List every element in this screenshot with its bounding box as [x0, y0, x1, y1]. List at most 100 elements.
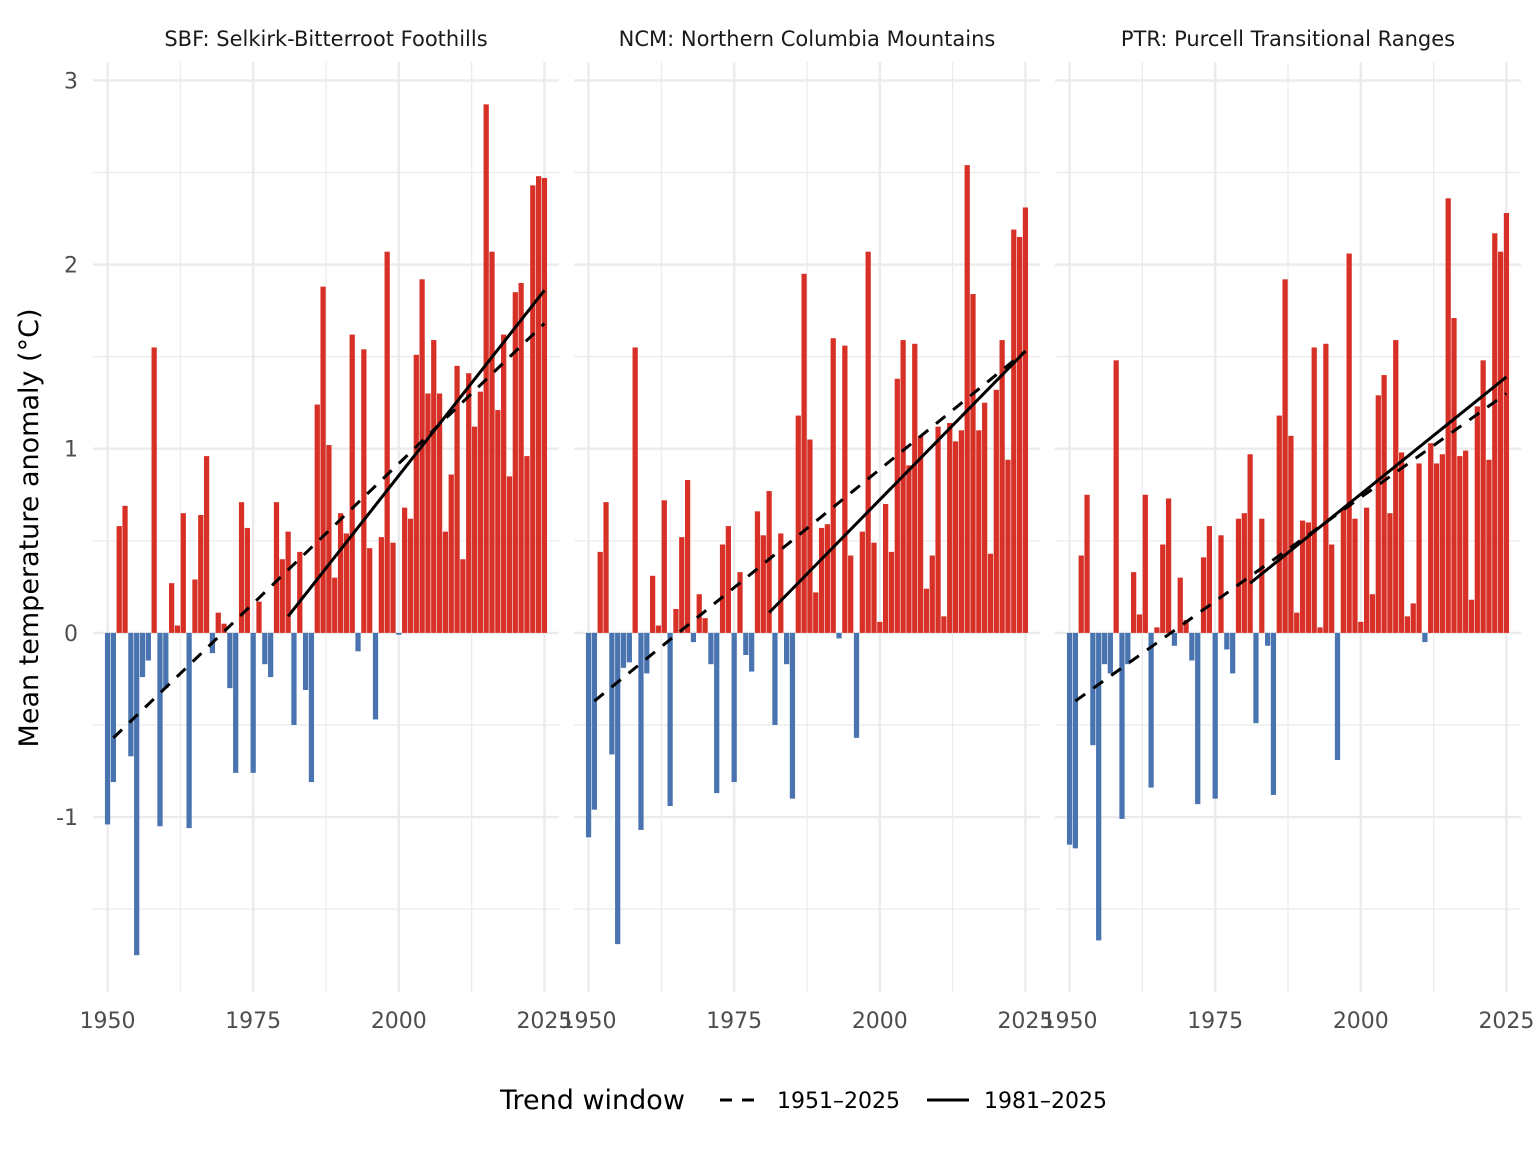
bar-ptr-1966	[1160, 544, 1166, 633]
x-tick-label-ncm: 2000	[852, 1009, 908, 1034]
bar-ptr-1958	[1113, 360, 1119, 633]
bar-sbf-1984	[302, 632, 309, 690]
bar-ptr-1991	[1305, 522, 1312, 633]
legend-title: Trend window	[499, 1085, 685, 1116]
bar-ncm-1996	[853, 632, 860, 738]
bar-ptr-2000	[1358, 621, 1364, 633]
bar-ncm-1955	[615, 632, 621, 945]
bar-ncm-1956	[620, 632, 627, 668]
bar-sbf-2012	[466, 373, 472, 633]
trend-line-solid-sbf	[286, 289, 546, 618]
bar-sbf-1990	[337, 513, 344, 633]
bar-sbf-1951	[110, 632, 117, 783]
bar-sbf-1960	[163, 632, 169, 689]
bar-ncm-2006	[912, 343, 918, 633]
bars-sbf	[104, 104, 548, 956]
bar-sbf-1975	[250, 632, 256, 773]
bars-ncm	[585, 165, 1029, 945]
bar-ptr-1980	[1241, 513, 1247, 633]
bar-ptr-1976	[1218, 535, 1224, 633]
bar-ncm-1975	[731, 632, 737, 783]
bar-ptr-2022	[1486, 459, 1492, 633]
bar-ncm-2012	[947, 422, 953, 633]
bar-sbf-1956	[139, 632, 146, 678]
bar-ncm-1997	[859, 531, 865, 633]
bar-ptr-2004	[1381, 375, 1387, 633]
bar-ptr-1959	[1119, 632, 1125, 819]
bar-ncm-1994	[842, 345, 848, 633]
bar-ncm-2002	[888, 551, 895, 633]
bar-ptr-1982	[1253, 632, 1259, 724]
bar-sbf-2023	[530, 185, 536, 633]
bar-sbf-1997	[378, 537, 384, 633]
bar-ncm-2008	[923, 588, 930, 633]
bar-sbf-1979	[273, 502, 280, 633]
bar-ncm-2022	[1005, 459, 1011, 633]
bar-ptr-2014	[1439, 454, 1445, 633]
bar-ncm-1970	[702, 618, 708, 633]
bar-ptr-1963	[1142, 494, 1148, 633]
bar-ncm-2023	[1011, 229, 1017, 633]
bar-sbf-1962	[174, 625, 181, 633]
bar-ptr-2017	[1457, 456, 1463, 633]
bar-sbf-2011	[460, 559, 466, 633]
bar-ptr-1974	[1206, 526, 1212, 633]
bar-sbf-1965	[192, 579, 198, 633]
bar-ncm-1983	[778, 533, 784, 633]
bar-sbf-1958	[151, 347, 157, 633]
bar-ncm-1973	[719, 544, 726, 633]
trend-line-dashed-sbf	[112, 322, 546, 739]
x-tick-label-sbf: 2025	[516, 1009, 572, 1034]
bar-ptr-1979	[1235, 518, 1242, 633]
bar-ptr-2018	[1463, 450, 1469, 633]
bar-sbf-1953	[122, 505, 128, 633]
bar-ptr-1984	[1264, 632, 1271, 646]
bar-sbf-1982	[291, 632, 297, 725]
bar-ptr-1960	[1125, 632, 1131, 665]
bar-sbf-1970	[221, 623, 227, 633]
panels-layer: SBF: Selkirk-Bitterroot Foothills 1950 197…	[56, 27, 1534, 1034]
trend-line-solid-ncm	[768, 350, 1027, 614]
bar-ncm-1957	[626, 632, 632, 663]
x-tick-label-ptr: 1975	[1187, 1009, 1243, 1034]
bar-ncm-2003	[894, 378, 900, 633]
bar-ptr-1957	[1107, 632, 1113, 674]
bar-ptr-1986	[1276, 415, 1282, 633]
y-axis-title: Mean temperature anomaly (°C)	[14, 309, 45, 748]
gridlines-ptr	[1055, 62, 1521, 992]
bar-sbf-1988	[326, 445, 332, 633]
bar-ncm-2011	[941, 616, 947, 633]
bar-ptr-2011	[1422, 632, 1428, 643]
bar-ptr-2023	[1492, 233, 1498, 633]
bar-ncm-1952	[597, 551, 603, 633]
bar-ptr-2015	[1445, 198, 1451, 633]
bar-ptr-1996	[1334, 632, 1341, 760]
x-tick-label-ncm: 1950	[561, 1009, 617, 1034]
panel-ncm: NCM: Northern Columbia Mountains 1950 1975…	[561, 27, 1054, 1034]
bar-ncm-2007	[917, 435, 924, 633]
bar-ncm-1951	[591, 632, 598, 810]
bar-ncm-1989	[813, 592, 819, 633]
bar-sbf-1991	[343, 533, 350, 633]
bar-sbf-2015	[483, 104, 489, 633]
bar-ptr-1971	[1189, 632, 1195, 661]
bar-ncm-2019	[987, 553, 994, 633]
bar-ptr-2002	[1369, 594, 1376, 633]
bar-ptr-1999	[1352, 518, 1358, 633]
bar-sbf-1999	[390, 542, 396, 633]
bar-ncm-2010	[935, 426, 941, 633]
bar-ptr-1964	[1148, 632, 1154, 788]
bar-sbf-1957	[145, 632, 151, 661]
bar-ptr-1962	[1136, 614, 1143, 633]
bar-ncm-1978	[749, 632, 755, 672]
bar-ptr-2013	[1433, 463, 1440, 633]
bar-ncm-1972	[714, 632, 720, 794]
bar-sbf-1950	[104, 632, 111, 825]
bar-ncm-1980	[760, 535, 766, 633]
bar-ncm-2015	[964, 165, 970, 633]
bar-sbf-1966	[198, 515, 204, 633]
bar-ptr-1977	[1224, 632, 1230, 650]
bar-ncm-2013	[952, 441, 959, 633]
bar-sbf-1967	[203, 456, 210, 633]
